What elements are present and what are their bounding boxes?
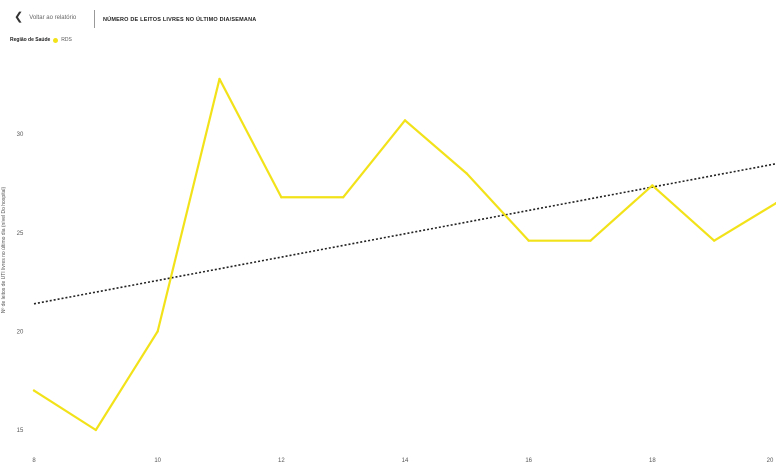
data-point[interactable] bbox=[712, 239, 716, 242]
data-point[interactable] bbox=[651, 184, 654, 187]
back-to-report-button[interactable]: ❮ Voltar ao relatório bbox=[14, 12, 76, 23]
legend-item-rds[interactable]: RDS bbox=[61, 37, 72, 43]
x-tick-label: 14 bbox=[402, 458, 409, 464]
legend-title: Região de Saúde bbox=[10, 37, 51, 43]
legend-swatch-rds bbox=[53, 37, 59, 43]
data-point[interactable] bbox=[218, 77, 221, 81]
y-tick-label: 25 bbox=[17, 231, 24, 237]
x-tick-label: 20 bbox=[767, 458, 774, 464]
page-title: NÚMERO DE LEITOS LIVRES NO ÚLTIMO DIA/SE… bbox=[103, 17, 257, 23]
data-point[interactable] bbox=[589, 239, 592, 242]
trend-line bbox=[33, 162, 776, 305]
data-point[interactable] bbox=[341, 196, 345, 199]
y-tick-label: 20 bbox=[17, 329, 24, 335]
chart-legend: Região de Saúde RDS bbox=[10, 37, 72, 43]
data-point[interactable] bbox=[403, 119, 407, 122]
header-divider bbox=[94, 10, 95, 28]
top-bar: ❮ Voltar ao relatório NÚMERO DE LEITOS L… bbox=[0, 0, 776, 40]
data-point[interactable] bbox=[156, 330, 159, 333]
y-tick-label: 30 bbox=[17, 132, 24, 138]
series-line-rds bbox=[32, 77, 776, 432]
x-tick-label: 12 bbox=[278, 458, 285, 464]
data-point[interactable] bbox=[94, 428, 98, 432]
data-point[interactable] bbox=[465, 172, 469, 175]
chevron-left-icon: ❮ bbox=[14, 11, 24, 23]
y-tick-label: 15 bbox=[17, 428, 24, 434]
x-tick-label: 16 bbox=[525, 458, 532, 464]
back-to-report-label: Voltar ao relatório bbox=[29, 14, 77, 21]
data-point[interactable] bbox=[280, 196, 283, 199]
x-tick-label: 18 bbox=[649, 458, 656, 464]
data-point[interactable] bbox=[32, 389, 36, 392]
x-tick-label: 10 bbox=[154, 458, 161, 464]
data-point[interactable] bbox=[527, 239, 530, 242]
x-tick-label: 8 bbox=[32, 458, 36, 464]
